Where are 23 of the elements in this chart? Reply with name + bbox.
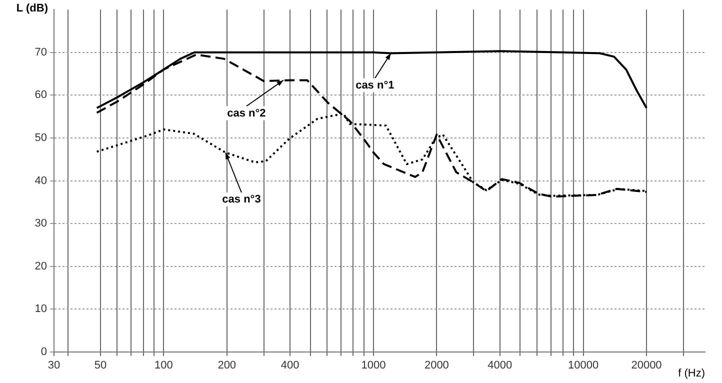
x-tick-label: 4000 <box>488 360 512 372</box>
y-tick-label: 20 <box>34 260 47 272</box>
y-tick-label: 60 <box>34 89 47 102</box>
y-tick-label: 70 <box>34 46 47 58</box>
x-tick-label: 2000 <box>424 360 449 372</box>
annotation: cas n°1 <box>356 79 394 92</box>
annotation: cas n°3 <box>222 194 261 206</box>
y-axis-title: L (dB) <box>16 2 48 15</box>
x-axis-title: f (Hz) <box>678 368 705 380</box>
x-tick-label: 10000 <box>568 360 599 372</box>
y-tick-label: 50 <box>34 132 47 144</box>
x-tick-label: 30 <box>48 360 60 372</box>
y-tick-label: 0 <box>40 346 47 358</box>
x-tick-label: 100 <box>154 360 173 372</box>
y-tick-label: 10 <box>34 303 47 316</box>
x-tick-label: 400 <box>280 360 300 372</box>
x-tick-label: 200 <box>218 360 236 372</box>
y-tick-label: 30 <box>34 218 47 230</box>
annotation: cas n°2 <box>227 107 266 120</box>
x-tick-label: 20000 <box>631 360 662 372</box>
y-tick-label: 40 <box>34 174 47 187</box>
x-tick-label: 1000 <box>361 360 386 372</box>
x-tick-label: 50 <box>94 360 107 372</box>
